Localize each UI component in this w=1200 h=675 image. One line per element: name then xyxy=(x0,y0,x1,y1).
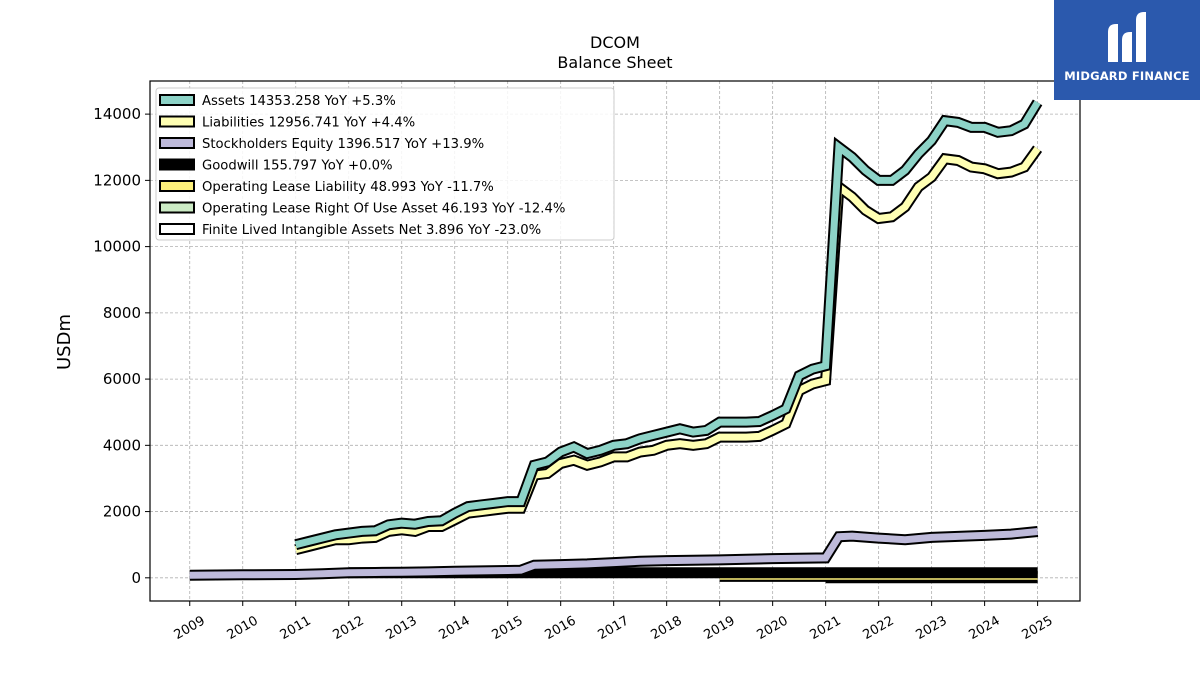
series-liabilities-yoy xyxy=(294,145,1043,556)
legend-label: Finite Lived Intangible Assets Net 3.896… xyxy=(202,223,541,238)
legend-swatch xyxy=(159,137,195,149)
legend-swatch xyxy=(159,223,195,235)
series-assets-yoy xyxy=(294,99,1043,551)
legend-item: Operating Lease Right Of Use Asset 46.19… xyxy=(159,201,565,217)
legend-item: Operating Lease Liability 48.993 YoY -11… xyxy=(159,180,494,195)
y-axis-label: USDm xyxy=(54,314,75,370)
legend-item: Assets 14353.258 YoY +5.3% xyxy=(159,94,396,109)
chart-subtitle: Balance Sheet xyxy=(557,53,672,72)
y-tick-label: 8000 xyxy=(103,304,141,322)
y-tick-label: 12000 xyxy=(93,171,141,189)
y-tick-label: 10000 xyxy=(93,238,141,256)
legend-item: Goodwill 155.797 YoY +0.0% xyxy=(159,158,393,174)
y-tick-label: 6000 xyxy=(103,370,141,388)
legend-box xyxy=(155,87,615,241)
legend-label: Goodwill 155.797 YoY +0.0% xyxy=(202,159,393,174)
logo-mark-icon xyxy=(1108,12,1146,62)
legend-item: Stockholders Equity 1396.517 YoY +13.9% xyxy=(159,137,484,152)
brand-logo: MIDGARD FINANCE xyxy=(1054,0,1200,100)
legend-label: Operating Lease Right Of Use Asset 46.19… xyxy=(202,202,565,217)
legend-swatch xyxy=(159,201,195,214)
y-tick-label: 14000 xyxy=(93,105,141,123)
y-tick-label: 2000 xyxy=(103,503,141,521)
legend-label: Assets 14353.258 YoY +5.3% xyxy=(202,94,396,109)
series-group xyxy=(189,99,1043,584)
legend-item: Liabilities 12956.741 YoY +4.4% xyxy=(159,115,415,131)
legend-swatch xyxy=(159,94,195,106)
series-stockholders-equity-yoy xyxy=(189,526,1039,581)
y-tick-label: 0 xyxy=(131,569,141,587)
legend-label: Liabilities 12956.741 YoY +4.4% xyxy=(202,116,415,131)
series-line xyxy=(294,100,1041,549)
logo-text: MIDGARD FINANCE xyxy=(1064,69,1190,83)
legend-swatch xyxy=(159,158,195,171)
legend-label: Operating Lease Liability 48.993 YoY -11… xyxy=(202,180,494,195)
legend: Assets 14353.258 YoY +5.3% Liabilities 12… xyxy=(155,87,615,241)
plot-frame xyxy=(149,80,1081,602)
legend-swatch xyxy=(159,180,195,192)
series-line xyxy=(189,528,1038,579)
legend-label: Stockholders Equity 1396.517 YoY +13.9% xyxy=(202,137,484,152)
series-line xyxy=(294,146,1041,554)
legend-item: Finite Lived Intangible Assets Net 3.896… xyxy=(159,223,541,238)
chart-title: DCOM xyxy=(590,33,640,52)
legend-swatch xyxy=(159,115,195,128)
y-tick-label: 4000 xyxy=(103,436,141,454)
